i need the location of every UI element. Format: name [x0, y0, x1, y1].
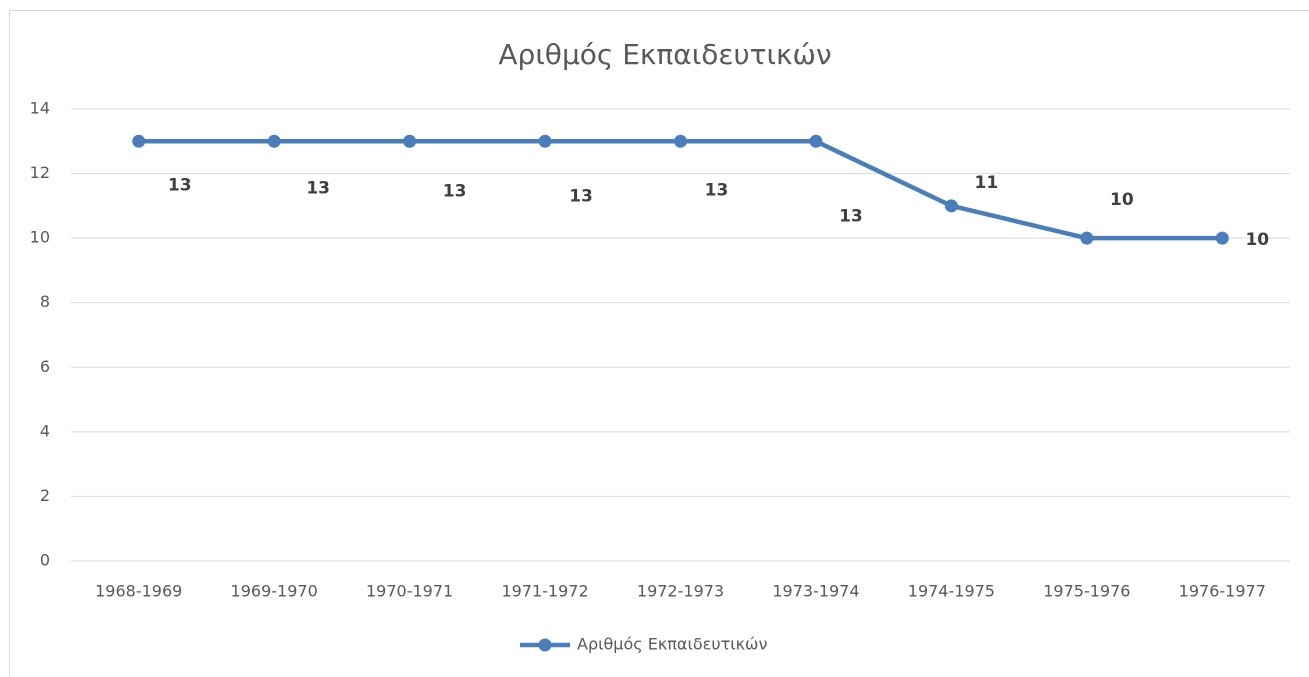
- data-label: 13: [443, 181, 467, 201]
- y-tick-label: 14: [30, 99, 50, 118]
- y-tick-label: 4: [40, 421, 50, 440]
- data-point: [674, 134, 687, 148]
- legend-marker: [538, 638, 552, 652]
- x-tick-label: 1976-1977: [1179, 582, 1266, 601]
- data-point: [1215, 231, 1229, 245]
- x-tick-label: 1968-1969: [95, 582, 182, 601]
- data-point: [538, 134, 552, 148]
- x-tick-label: 1975-1976: [1043, 582, 1130, 601]
- data-point: [132, 134, 146, 148]
- x-tick-label: 1971-1972: [501, 582, 588, 601]
- y-tick-label: 12: [30, 163, 50, 182]
- data-point: [944, 199, 958, 213]
- x-tick-label: 1973-1974: [772, 582, 859, 601]
- data-label: 13: [839, 206, 863, 226]
- y-tick-label: 6: [40, 357, 50, 376]
- chart-title: Αριθμός Εκπαιδευτικών: [498, 38, 831, 71]
- data-label: 13: [168, 175, 192, 195]
- data-label: 10: [1245, 230, 1269, 250]
- data-label: 11: [975, 173, 999, 193]
- chart-border: [9, 10, 1309, 677]
- x-tick-label: 1974-1975: [908, 582, 995, 601]
- x-tick-label: 1970-1971: [366, 582, 453, 601]
- y-tick-label: 2: [40, 486, 50, 505]
- data-point: [809, 134, 823, 148]
- x-tick-label: 1969-1970: [231, 582, 318, 601]
- data-point: [1080, 231, 1094, 245]
- data-point: [267, 134, 281, 148]
- y-tick-label: 0: [40, 551, 50, 570]
- legend-label: Αριθμός Εκπαιδευτικών: [577, 635, 767, 654]
- data-label: 13: [705, 180, 729, 200]
- data-label: 13: [569, 186, 593, 206]
- y-tick-label: 8: [40, 292, 50, 311]
- data-label: 10: [1110, 190, 1134, 210]
- x-tick-label: 1972-1973: [637, 582, 724, 601]
- y-tick-label: 10: [30, 228, 50, 247]
- data-point: [403, 134, 417, 148]
- data-label: 13: [306, 178, 330, 198]
